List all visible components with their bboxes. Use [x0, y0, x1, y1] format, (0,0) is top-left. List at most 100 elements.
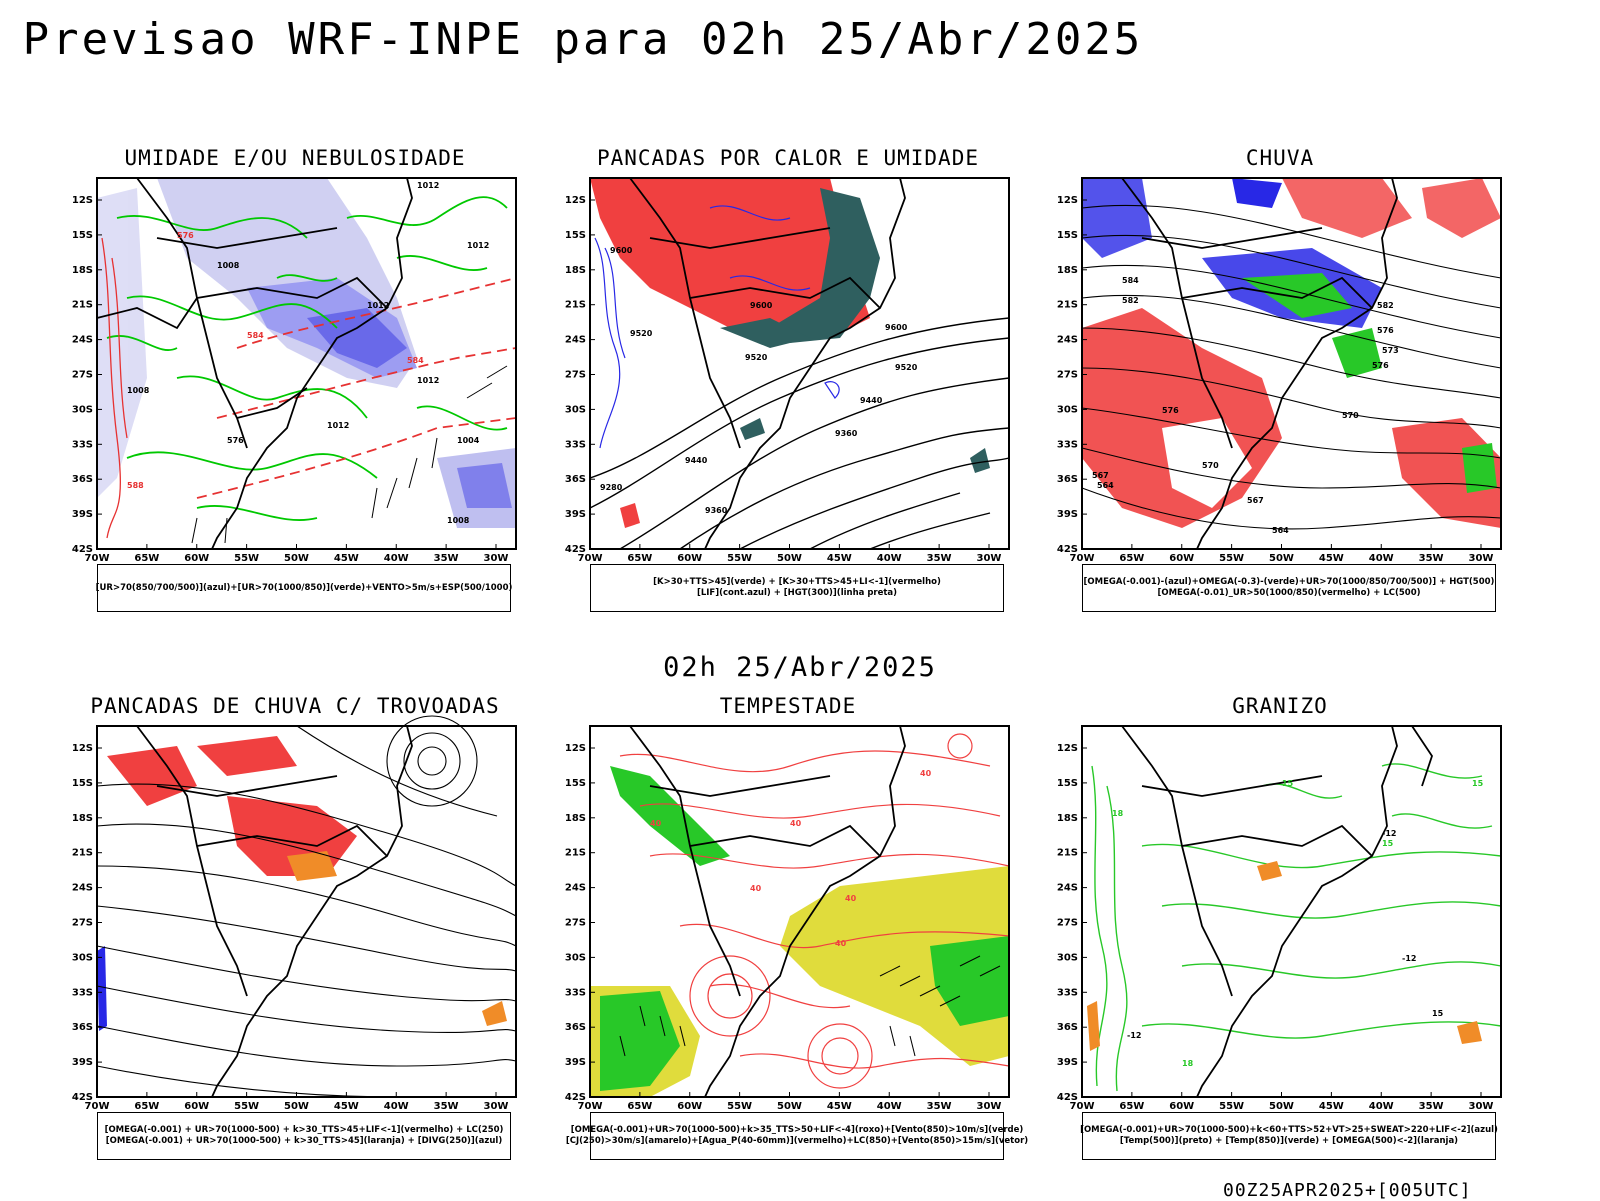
svg-text:9600: 9600: [885, 323, 908, 332]
legend: [K>30+TTS>45](verde) + [K>30+TTS>45+LI<-…: [590, 564, 1004, 612]
lon-tick-label: 50W: [1269, 553, 1294, 564]
svg-text:1008: 1008: [217, 261, 240, 270]
svg-text:9360: 9360: [705, 506, 728, 515]
lon-tick-label: 55W: [1219, 1101, 1244, 1112]
lat-tick-label: 21S: [565, 848, 586, 859]
svg-text:1008: 1008: [447, 516, 470, 525]
lon-tick-label: 30W: [484, 1101, 509, 1112]
lon-tick-label: 45W: [334, 1101, 359, 1112]
svg-text:-12: -12: [1127, 1031, 1141, 1040]
svg-text:570: 570: [1342, 411, 1359, 420]
legend: [OMEGA(-0.001)+UR>70(1000-500)+k<60+TTS>…: [1080, 1112, 1498, 1160]
lat-tick-label: 27S: [565, 370, 586, 381]
map-umidade: 1012 1012 1008 1012 1008 1012 1012 1004 …: [72, 177, 517, 564]
svg-text:567: 567: [1092, 471, 1109, 480]
legend: [OMEGA(-0.001)+UR>70(1000-500)+k>35_TTS>…: [566, 1112, 1028, 1160]
svg-text:1012: 1012: [327, 421, 349, 430]
svg-text:570: 570: [1202, 461, 1219, 470]
lat-tick-label: 24S: [72, 335, 93, 346]
lon-tick-label: 65W: [134, 1101, 159, 1112]
lat-tick-label: 15S: [1057, 230, 1078, 241]
lon-tick-label: 50W: [284, 1101, 309, 1112]
lon-tick-label: 50W: [777, 1101, 802, 1112]
svg-text:1008: 1008: [127, 386, 150, 395]
lat-tick-label: 39S: [565, 1057, 586, 1068]
lon-tick-label: 30W: [977, 553, 1002, 564]
lon-tick-label: 55W: [727, 1101, 752, 1112]
lat-tick-label: 30S: [72, 404, 93, 415]
svg-text:40: 40: [790, 819, 802, 828]
lat-tick-label: 21S: [72, 300, 93, 311]
lon-tick-label: 70W: [85, 1101, 110, 1112]
lat-tick-label: 27S: [1057, 370, 1078, 381]
lon-tick-label: 65W: [627, 553, 652, 564]
panel-granizo: GRANIZO -12 -12 -12: [1055, 694, 1505, 1164]
lon-tick-label: 35W: [434, 553, 459, 564]
lon-tick-label: 50W: [777, 553, 802, 564]
svg-text:15: 15: [1282, 779, 1294, 788]
lon-tick-label: 35W: [1419, 1101, 1444, 1112]
svg-text:576: 576: [1377, 326, 1394, 335]
lon-tick-label: 40W: [384, 553, 409, 564]
svg-text:40: 40: [835, 939, 847, 948]
panel-pancadas-calor: PANCADAS POR CALOR E UMIDADE: [563, 146, 1013, 616]
lon-tick-label: 50W: [1269, 1101, 1294, 1112]
lon-tick-label: 30W: [1469, 1101, 1494, 1112]
lon-tick-label: 70W: [578, 1101, 603, 1112]
svg-text:576: 576: [1162, 406, 1179, 415]
svg-text:567: 567: [1247, 496, 1264, 505]
lat-tick-label: 42S: [1057, 1092, 1078, 1103]
lat-tick-label: 33S: [565, 987, 586, 998]
svg-text:573: 573: [1382, 346, 1399, 355]
lon-tick-label: 60W: [184, 1101, 209, 1112]
lat-tick-label: 36S: [1057, 1022, 1078, 1033]
lon-tick-label: 70W: [578, 553, 603, 564]
svg-text:40: 40: [920, 769, 932, 778]
contour-labels: 9600 9600 9520 9520 9600 9520 9440 9360 …: [600, 246, 918, 515]
lat-tick-label: 36S: [565, 474, 586, 485]
lon-tick-label: 60W: [1169, 1101, 1194, 1112]
lat-tick-label: 42S: [72, 544, 93, 555]
lon-tick-label: 40W: [384, 1101, 409, 1112]
lat-tick-label: 15S: [1057, 778, 1078, 789]
lat-tick-label: 24S: [565, 335, 586, 346]
lon-tick-label: 45W: [334, 553, 359, 564]
lon-tick-label: 65W: [1119, 553, 1144, 564]
lat-tick-label: 27S: [1057, 918, 1078, 929]
lat-tick-label: 12S: [1057, 195, 1078, 206]
lon-tick-label: 60W: [677, 553, 702, 564]
panel-title: PANCADAS POR CALOR E UMIDADE: [596, 146, 979, 170]
svg-text:15: 15: [1432, 1009, 1444, 1018]
svg-text:1012: 1012: [417, 376, 439, 385]
lon-tick-label: 60W: [1169, 553, 1194, 564]
lat-tick-label: 33S: [72, 439, 93, 450]
svg-text:9600: 9600: [610, 246, 633, 255]
lon-tick-label: 40W: [877, 1101, 902, 1112]
panel-title: CHUVA: [1245, 146, 1315, 170]
lon-tick-label: 65W: [627, 1101, 652, 1112]
lat-tick-label: 30S: [1057, 952, 1078, 963]
lat-tick-label: 27S: [72, 370, 93, 381]
lon-tick-label: 30W: [1469, 553, 1494, 564]
lat-tick-label: 21S: [72, 848, 93, 859]
lat-tick-label: 39S: [1057, 509, 1078, 520]
lat-tick-label: 12S: [565, 743, 586, 754]
svg-text:576: 576: [1372, 361, 1389, 370]
lat-tick-label: 24S: [1057, 883, 1078, 894]
svg-text:40: 40: [650, 819, 662, 828]
lon-tick-label: 60W: [677, 1101, 702, 1112]
lat-tick-label: 36S: [72, 1022, 93, 1033]
panel-title: TEMPESTADE: [719, 694, 857, 718]
lat-tick-label: 39S: [72, 1057, 93, 1068]
panel-umidade: UMIDADE E/OU NEBULOSIDADE: [70, 146, 520, 616]
lat-tick-label: 30S: [72, 952, 93, 963]
lat-tick-label: 12S: [72, 195, 93, 206]
svg-text:1012: 1012: [467, 241, 489, 250]
lon-tick-label: 45W: [827, 553, 852, 564]
lat-tick-label: 15S: [72, 778, 93, 789]
lon-tick-label: 55W: [727, 553, 752, 564]
svg-text:9360: 9360: [835, 429, 858, 438]
svg-text:1012: 1012: [417, 181, 439, 190]
lat-tick-label: 18S: [72, 813, 93, 824]
